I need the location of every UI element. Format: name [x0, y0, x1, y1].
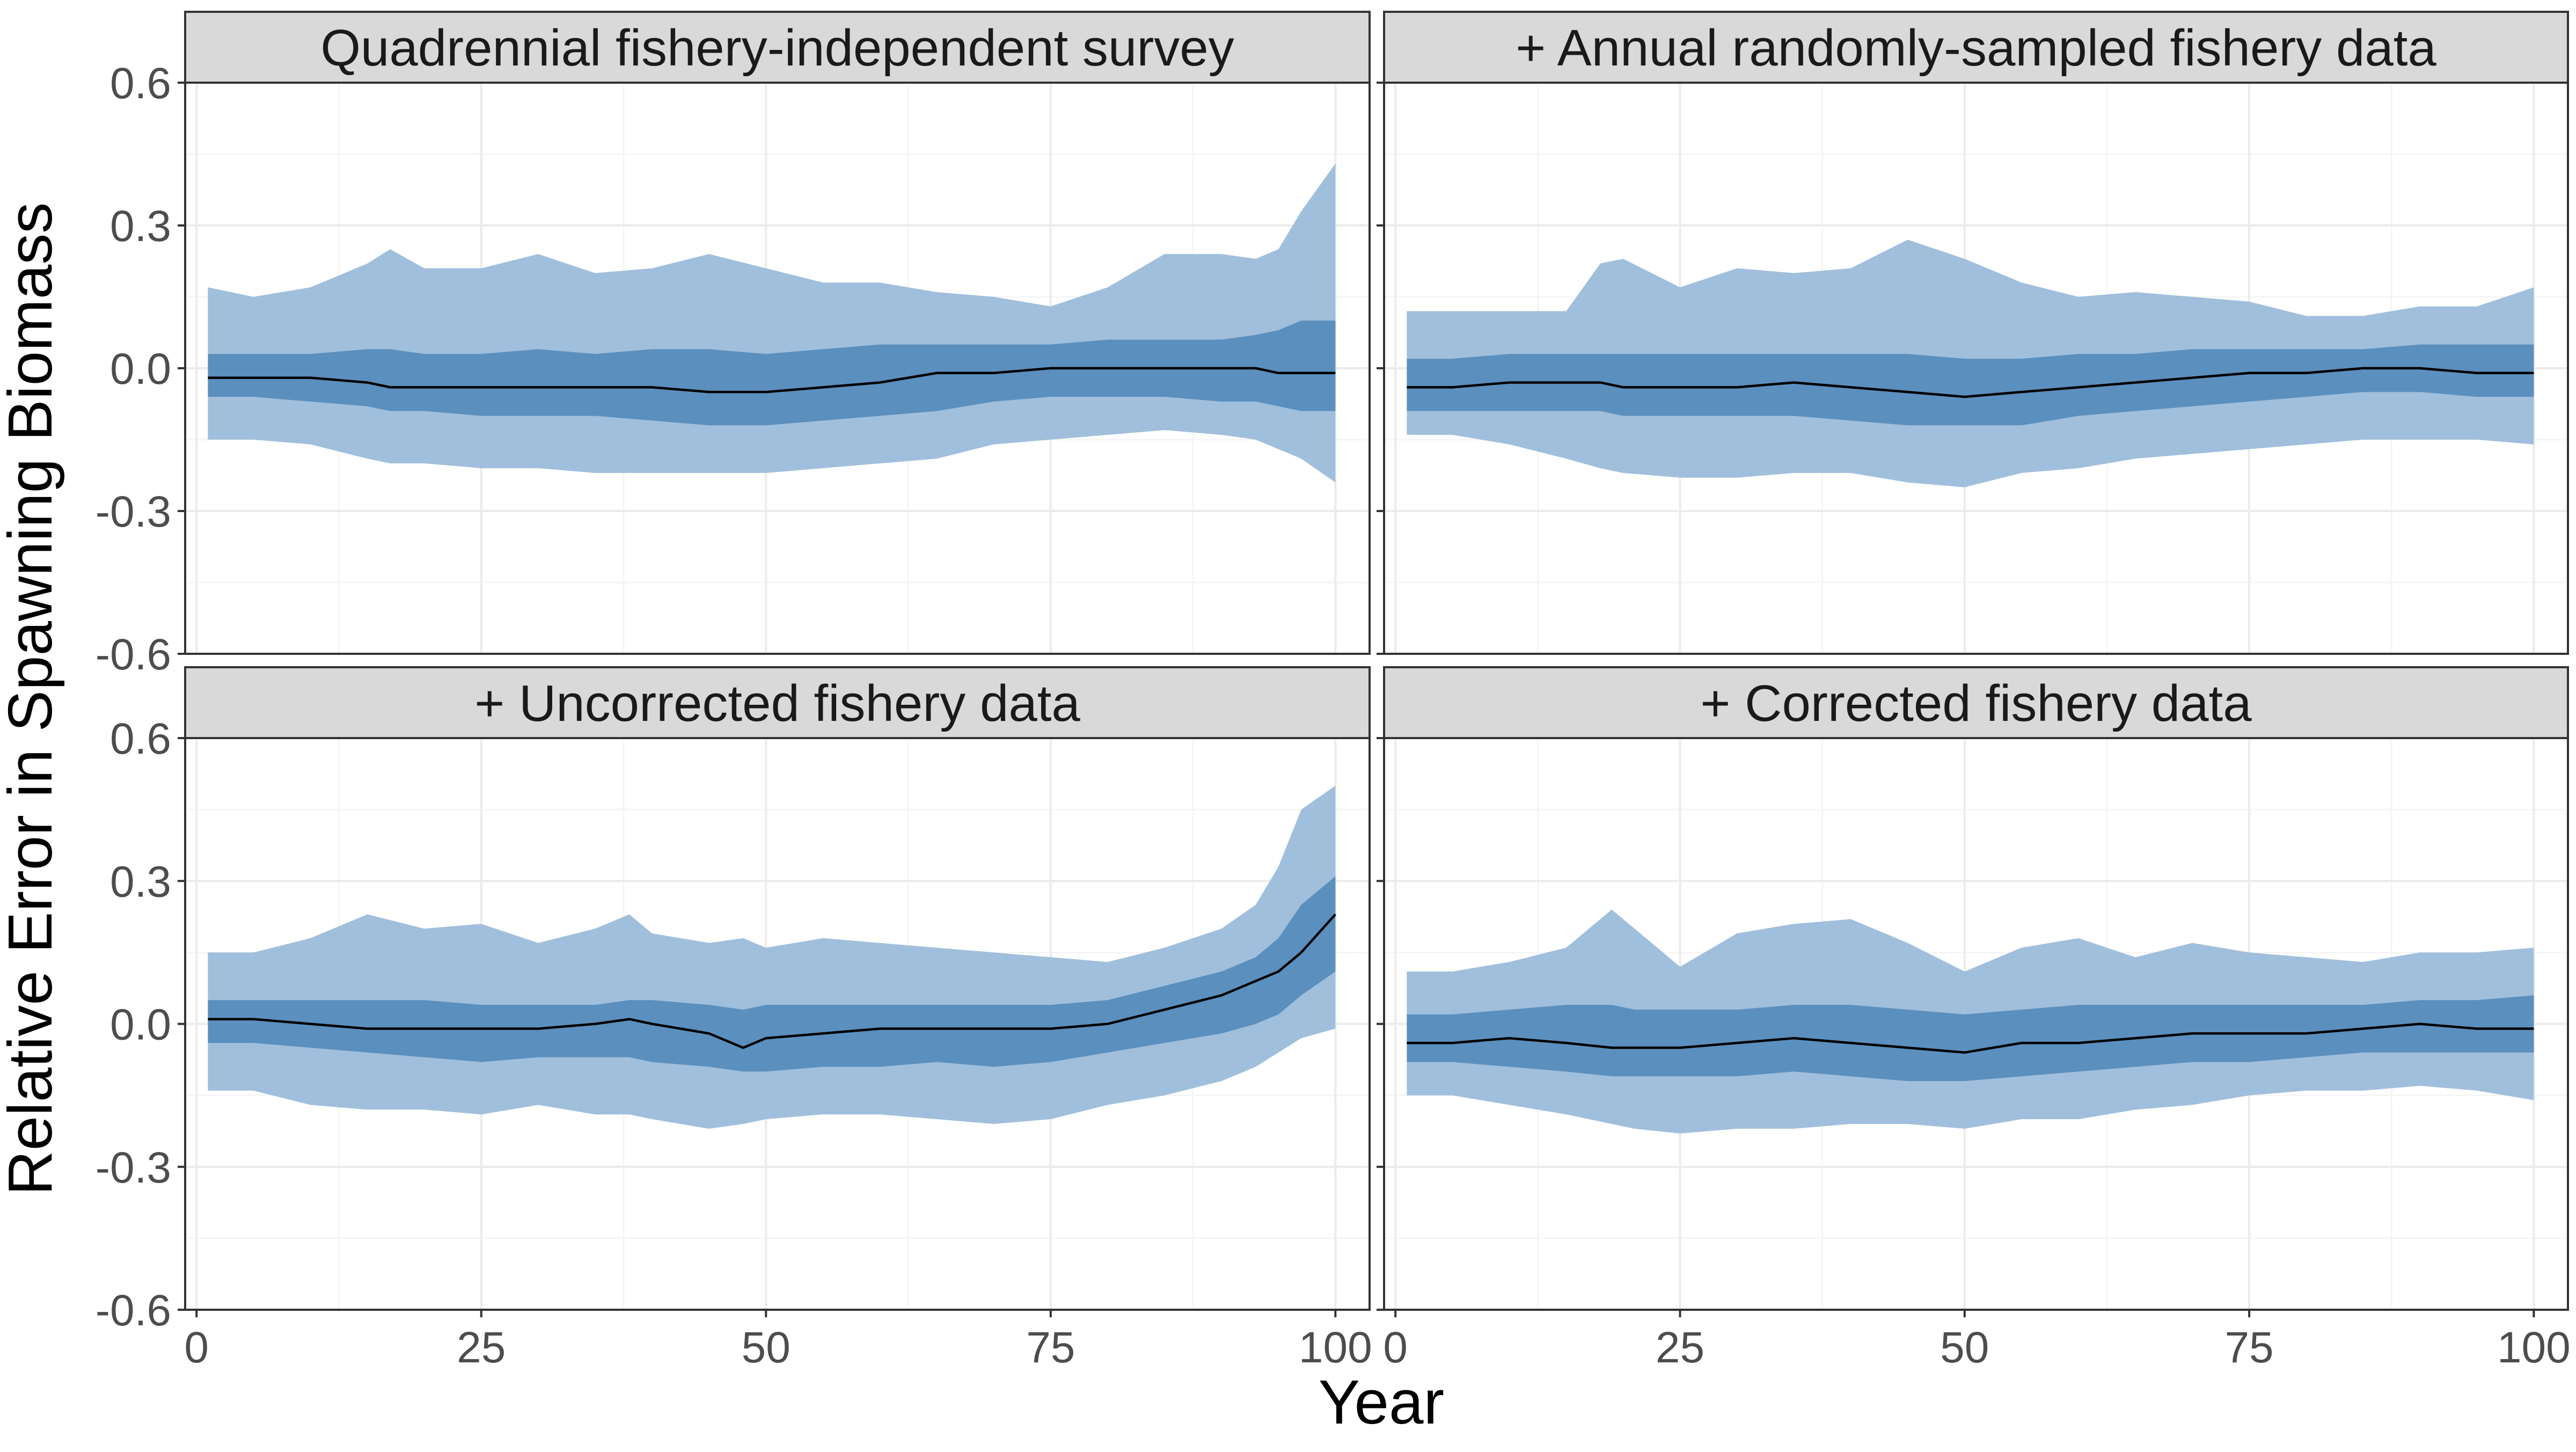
x-tick-label: 0: [184, 1323, 209, 1372]
y-axis-title: Relative Error in Spawning Biomass: [0, 202, 65, 1195]
inner-interval-band: [208, 876, 1336, 1072]
x-tick-label: 50: [742, 1323, 791, 1372]
facet-panel-4: + Corrected fishery data 0 25 50 75 100: [1377, 666, 2571, 1372]
x-tick-label: 50: [1940, 1323, 1989, 1372]
facet-title: + Uncorrected fishery data: [474, 675, 1080, 732]
x-tick-label: 100: [1299, 1323, 1372, 1372]
median-line: [208, 913, 1336, 1049]
facet-panel-1: Quadrennial fishery-independent survey 0.…: [96, 11, 1371, 679]
facet-panel-2: + Annual randomly-sampled fishery data: [1377, 11, 2569, 655]
x-tick-label: 0: [1383, 1323, 1408, 1372]
inner-interval-band: [208, 320, 1336, 426]
median-line: [208, 367, 1336, 393]
y-tick-label: 0.6: [110, 59, 171, 108]
x-tick-label: 75: [2224, 1323, 2273, 1372]
y-tick-label: -0.6: [96, 1286, 171, 1335]
facet-strip: [184, 666, 1371, 739]
median-line: [1407, 1023, 2534, 1054]
y-tick-label: 0.0: [110, 345, 171, 393]
facet-title: Quadrennial fishery-independent survey: [320, 19, 1234, 77]
facet-strip: [1383, 666, 2569, 739]
y-tick-label: 0.3: [110, 857, 171, 906]
facet-panel-3: + Uncorrected fishery data 0.6 0.3 0.0 -0.3 -…: [96, 666, 1372, 1372]
y-tick-label: -0.3: [96, 487, 171, 536]
facet-title: + Corrected fishery data: [1700, 675, 2252, 732]
facet-strip: [184, 11, 1371, 84]
y-tick-label: 0.0: [110, 1001, 171, 1049]
x-axis-title: Year: [1319, 1367, 1444, 1437]
x-tick-label: 25: [1656, 1323, 1704, 1372]
x-tick-label: 25: [457, 1323, 506, 1372]
inner-interval-band: [1407, 995, 2534, 1081]
y-tick-label: -0.6: [96, 630, 171, 679]
y-tick-label: -0.3: [96, 1143, 171, 1192]
y-tick-label: 0.6: [110, 714, 171, 763]
inner-interval-band: [1407, 344, 2534, 426]
facet-title: + Annual randomly-sampled fishery data: [1516, 19, 2436, 77]
y-tick-label: 0.3: [110, 202, 171, 251]
facet-strip: [1383, 11, 2569, 84]
median-line: [1407, 367, 2534, 398]
x-tick-label: 75: [1026, 1323, 1075, 1372]
x-tick-label: 100: [2497, 1323, 2571, 1372]
